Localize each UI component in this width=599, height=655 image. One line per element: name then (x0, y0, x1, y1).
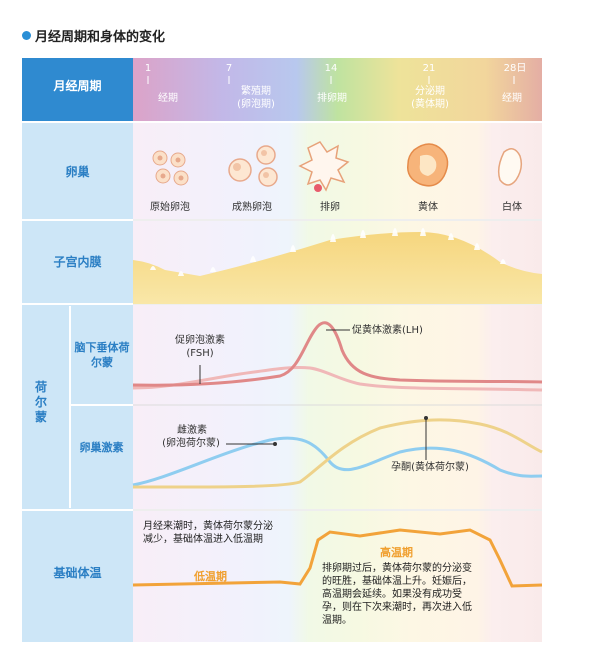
phase-menses-2: 经期 (502, 93, 522, 104)
phase-ovulation: 排卵期 (317, 93, 347, 104)
progesterone-label: 孕酮(黄体荷尔蒙) (391, 462, 469, 473)
corpus-luteum (407, 143, 449, 187)
temperature-curve (132, 528, 543, 588)
primordial-follicles (152, 150, 189, 186)
phase-luteal-sub: (黄体期) (411, 99, 449, 110)
page-title: 月经周期和身体的变化 (22, 26, 165, 45)
fsh-label: 促卵泡激素 (175, 335, 225, 346)
fsh-abbr: (FSH) (186, 348, 214, 359)
endometrium-row-label: 子宫内膜 (53, 255, 102, 269)
day-21: 21 (422, 63, 436, 74)
stage-corpus-luteum: 黄体 (418, 202, 438, 213)
hormone-group-label: 荷尔蒙 (34, 380, 47, 424)
low-phase-note: 月经来潮时，黄体荷尔蒙分泌减少，基础体温进入低温期 (143, 521, 273, 545)
mature-follicles (228, 145, 278, 187)
ovarian-hormone-row-label: 卵巢激素 (79, 441, 124, 454)
day-7: 7 (225, 63, 233, 74)
phase-follicular-sub: (卵泡期) (237, 99, 275, 110)
label-column (22, 58, 133, 642)
lh-label: 促黄体激素(LH) (352, 325, 423, 336)
corpus-albicans (497, 148, 523, 186)
bullet-dot-icon (22, 31, 31, 40)
endometrium-glands (150, 228, 506, 276)
day-1: 1 (144, 63, 152, 74)
phase-follicular: 繁殖期 (241, 86, 271, 97)
estrogen-label: 雌激素 (177, 425, 207, 436)
temperature-row-label: 基础体温 (53, 566, 102, 580)
high-phase-note: 排卵期过后，黄体荷尔蒙的分泌变的旺胜，基础体温上升。妊娠后，高温期会延续。如果没… (322, 563, 472, 626)
progesterone-curve (132, 418, 543, 489)
header-label-cell (22, 58, 133, 122)
low-phase-label: 低温期 (194, 570, 227, 583)
stage-primordial: 原始卵泡 (150, 202, 190, 213)
header-row-label: 月经周期 (53, 79, 102, 93)
pituitary-row-label: 脑下垂体荷尔蒙 (74, 341, 130, 369)
phase-luteal: 分泌期 (415, 86, 445, 97)
phase-menses: 经期 (158, 93, 178, 104)
day-14: 14 (324, 63, 338, 74)
stage-ovulation: 排卵 (320, 202, 340, 213)
lh-curve (132, 321, 543, 387)
stage-corpus-albicans: 白体 (502, 202, 522, 213)
day-28: 28日 (503, 63, 527, 74)
ovulation-shape (298, 141, 350, 192)
estrogen-curve (132, 436, 543, 487)
endometrium-shape (133, 232, 542, 304)
fsh-curve (132, 365, 543, 392)
ovary-row-label: 卵巢 (65, 165, 90, 179)
title-text: 月经周期和身体的变化 (35, 30, 166, 45)
estrogen-sub: (卵泡荷尔蒙) (162, 438, 220, 449)
header-band (133, 58, 542, 122)
stage-mature: 成熟卵泡 (232, 202, 272, 213)
high-phase-label: 高温期 (380, 546, 413, 559)
